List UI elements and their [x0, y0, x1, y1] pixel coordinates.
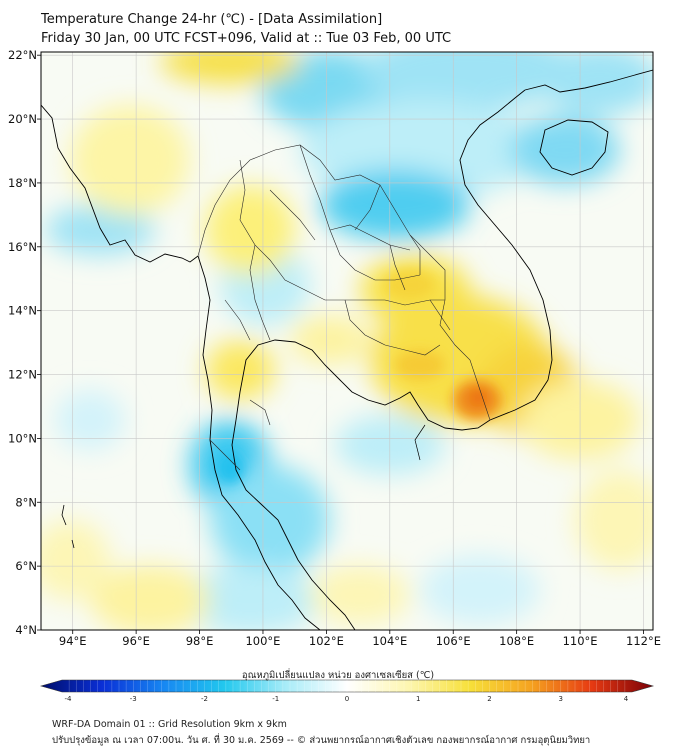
lon-tick-label: 106°E — [436, 634, 471, 648]
lat-tick-label: 16°N — [8, 240, 37, 254]
lon-tick-label: 108°E — [499, 634, 534, 648]
colorbar-label: อุณหภูมิเปลี่ยนแปลง หน่วย องศาเซลเซียส (… — [241, 670, 435, 681]
lat-tick-label: 20°N — [8, 112, 37, 126]
map-title: Temperature Change 24-hr (℃) - [Data Ass… — [41, 12, 383, 27]
lon-tick-label: 110°E — [563, 634, 598, 648]
longitude-ticks: 94°E 96°E 98°E 100°E 102°E 104°E 106°E 108°E 110… — [59, 630, 661, 648]
colorbar-tick-label: -2 — [201, 695, 208, 703]
lon-tick-label: 98°E — [186, 634, 214, 648]
lon-tick-label: 94°E — [59, 634, 87, 648]
lat-tick-label: 10°N — [8, 431, 37, 445]
colorbar-tick-label: 3 — [559, 695, 563, 703]
lon-tick-label: 112°E — [626, 634, 661, 648]
lat-tick-label: 8°N — [15, 495, 37, 509]
lat-tick-label: 14°N — [8, 304, 37, 318]
lon-tick-label: 96°E — [122, 634, 150, 648]
map-subtitle: Friday 30 Jan, 00 UTC FCST+096, Valid at… — [41, 31, 452, 46]
lat-tick-label: 22°N — [8, 48, 37, 62]
colorbar-ticks: -4 -3 -2 -1 0 1 2 3 4 — [65, 695, 629, 703]
map-frame — [40, 51, 654, 631]
colorbar-tick-label: -1 — [272, 695, 279, 703]
colorbar-segments — [68, 680, 626, 692]
lat-tick-label: 18°N — [8, 176, 37, 190]
footer-credit: ปรับปรุงข้อมูล ณ เวลา 07:00น. วัน ศ. ที่… — [52, 735, 591, 746]
colorbar-tick-label: 0 — [345, 695, 349, 703]
lon-tick-label: 102°E — [309, 634, 344, 648]
footer-model-info: WRF-DA Domain 01 :: Grid Resolution 9km … — [52, 719, 287, 730]
coastlines — [41, 69, 653, 630]
colorbar-tick-label: 2 — [487, 695, 491, 703]
temperature-change-field — [41, 52, 653, 630]
colorbar-tick-label: -3 — [130, 695, 137, 703]
lon-tick-label: 104°E — [372, 634, 407, 648]
lat-tick-label: 6°N — [15, 559, 37, 573]
lon-tick-label: 100°E — [245, 634, 280, 648]
colorbar-tick-label: 1 — [416, 695, 420, 703]
colorbar-tick-label: 4 — [624, 695, 629, 703]
lat-tick-label: 12°N — [8, 368, 37, 382]
latitude-ticks: 4°N 6°N 8°N 10°N 12°N 14°N 16°N 18°N 20°N 22°N — [8, 48, 41, 637]
country-borders — [197, 144, 491, 471]
colorbar-tick-label: -4 — [65, 695, 73, 703]
map-gridlines — [41, 52, 653, 630]
colorbar-bar — [39, 679, 655, 693]
lat-tick-label: 4°N — [15, 623, 37, 637]
colorbar: -4 -3 -2 -1 0 1 2 3 4 — [39, 679, 655, 703]
